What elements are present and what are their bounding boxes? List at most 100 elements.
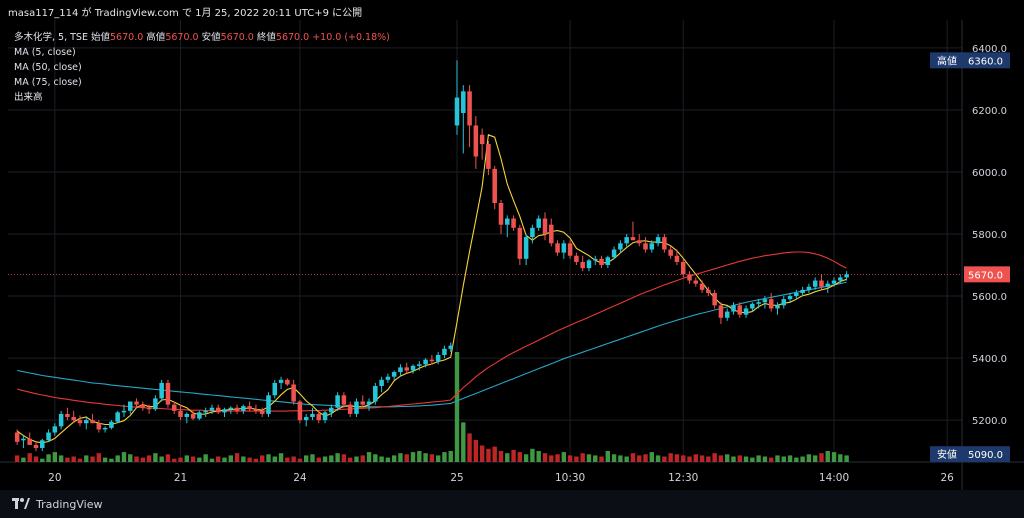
time-tick-label: 14:00 <box>819 472 849 484</box>
volume-bar <box>486 448 491 462</box>
candle-body <box>197 412 202 419</box>
volume-bar <box>27 453 32 462</box>
volume-bar <box>65 457 70 462</box>
volume-bar <box>58 455 64 462</box>
candles <box>14 60 849 452</box>
candle-body <box>410 365 416 371</box>
candle-body <box>511 218 516 228</box>
indicator-ma5[interactable]: MA (5, close) <box>14 47 76 58</box>
candle-body <box>96 423 102 430</box>
candle-body <box>310 413 315 418</box>
volume-bar <box>260 455 265 462</box>
volume-bar <box>461 422 466 462</box>
candle-body <box>184 413 190 418</box>
high-marker-label: 高値 <box>937 54 957 67</box>
price-chart[interactable]: 5200.0 5400.0 5600.0 5800.0 6000.0 6200.0 6400… <box>0 0 1024 490</box>
volume-bar <box>410 452 416 462</box>
candle-body <box>781 299 787 306</box>
volume-bar <box>184 455 190 462</box>
candle-body <box>680 261 686 275</box>
candle-body <box>423 359 428 365</box>
high-label: 高値 <box>146 32 166 43</box>
volume-bar <box>806 454 812 462</box>
volume-bar <box>467 433 472 462</box>
moving-averages <box>16 134 847 444</box>
volume-bar <box>706 456 711 462</box>
volume-bar <box>278 453 284 462</box>
candle-body <box>335 395 340 408</box>
volume-bar <box>681 455 686 462</box>
volume-bar <box>567 455 573 462</box>
volume-bar <box>272 456 277 462</box>
marker-badge-label-bg <box>930 52 964 69</box>
candle-body <box>636 240 642 244</box>
candle-body <box>140 404 146 408</box>
low-value: 5670.0 <box>220 32 254 43</box>
volume-bar <box>115 455 120 462</box>
tradingview-wordmark: TradingView <box>36 498 103 511</box>
volume-bar <box>329 455 334 462</box>
candle-body <box>523 237 529 259</box>
candle-body <box>90 420 95 424</box>
volume-bar <box>398 453 403 462</box>
chart-area[interactable] <box>0 20 1024 490</box>
volume-bar <box>429 454 435 462</box>
open-label: 始値 <box>91 32 111 43</box>
volume-bar <box>787 455 793 462</box>
candle-body <box>442 348 447 355</box>
price-tick-label: 5800.0 <box>972 230 1007 241</box>
candle-body <box>234 407 240 411</box>
candle-body <box>712 292 717 306</box>
candle-body <box>768 299 774 309</box>
volume-bar <box>618 455 623 462</box>
volume-bar <box>385 457 391 462</box>
volume-bar <box>297 458 303 462</box>
candle-body <box>461 91 466 114</box>
change-value: +10.0 (+0.18%) <box>312 32 390 43</box>
volume-bar <box>662 456 667 462</box>
volume-bar <box>190 456 196 462</box>
candle-body <box>800 289 805 293</box>
indicator-volume[interactable]: 出来高 <box>14 92 43 103</box>
candle-body <box>379 379 384 387</box>
candle-body <box>215 407 221 413</box>
candle-body <box>347 404 353 414</box>
volume-bar <box>762 456 768 462</box>
volume-bar <box>530 448 535 462</box>
volume-bar <box>197 457 202 462</box>
marker-badge-value-bg <box>964 52 1010 69</box>
indicator-ma50[interactable]: MA (50, close) <box>14 62 82 73</box>
price-tick-label: 6200.0 <box>972 106 1007 117</box>
volume-bar <box>605 451 611 462</box>
volume-bar <box>335 453 340 462</box>
candle-body <box>743 308 749 315</box>
candle-body <box>505 218 510 225</box>
tradingview-logo[interactable]: TradingView <box>12 498 102 511</box>
candle-body <box>27 438 32 445</box>
volume-bar <box>492 446 497 462</box>
indicator-ma75[interactable]: MA (75, close) <box>14 77 82 88</box>
candle-body <box>40 440 45 449</box>
candle-body <box>341 395 347 405</box>
candle-body <box>429 359 435 362</box>
candle-body <box>498 203 504 225</box>
price-markers: 高値 6360.0 安値 5090.0 5670.0 <box>8 52 1010 463</box>
candle-body <box>756 302 761 304</box>
candle-body <box>203 410 208 413</box>
volume-bar <box>234 453 240 462</box>
volume-bar <box>699 455 705 462</box>
candle-body <box>517 227 523 259</box>
volume-bar <box>718 455 724 462</box>
candle-body <box>247 406 252 410</box>
volume-bar <box>153 453 158 462</box>
volume-bar <box>756 455 761 462</box>
volume-bar <box>172 458 177 462</box>
candle-body <box>322 412 328 421</box>
volume-bar <box>266 454 271 462</box>
candle-body <box>435 354 441 362</box>
volume-bar <box>347 457 353 462</box>
volume-bar <box>668 453 673 462</box>
low-marker-value: 5090.0 <box>968 450 1003 461</box>
volume-bar <box>128 454 133 462</box>
